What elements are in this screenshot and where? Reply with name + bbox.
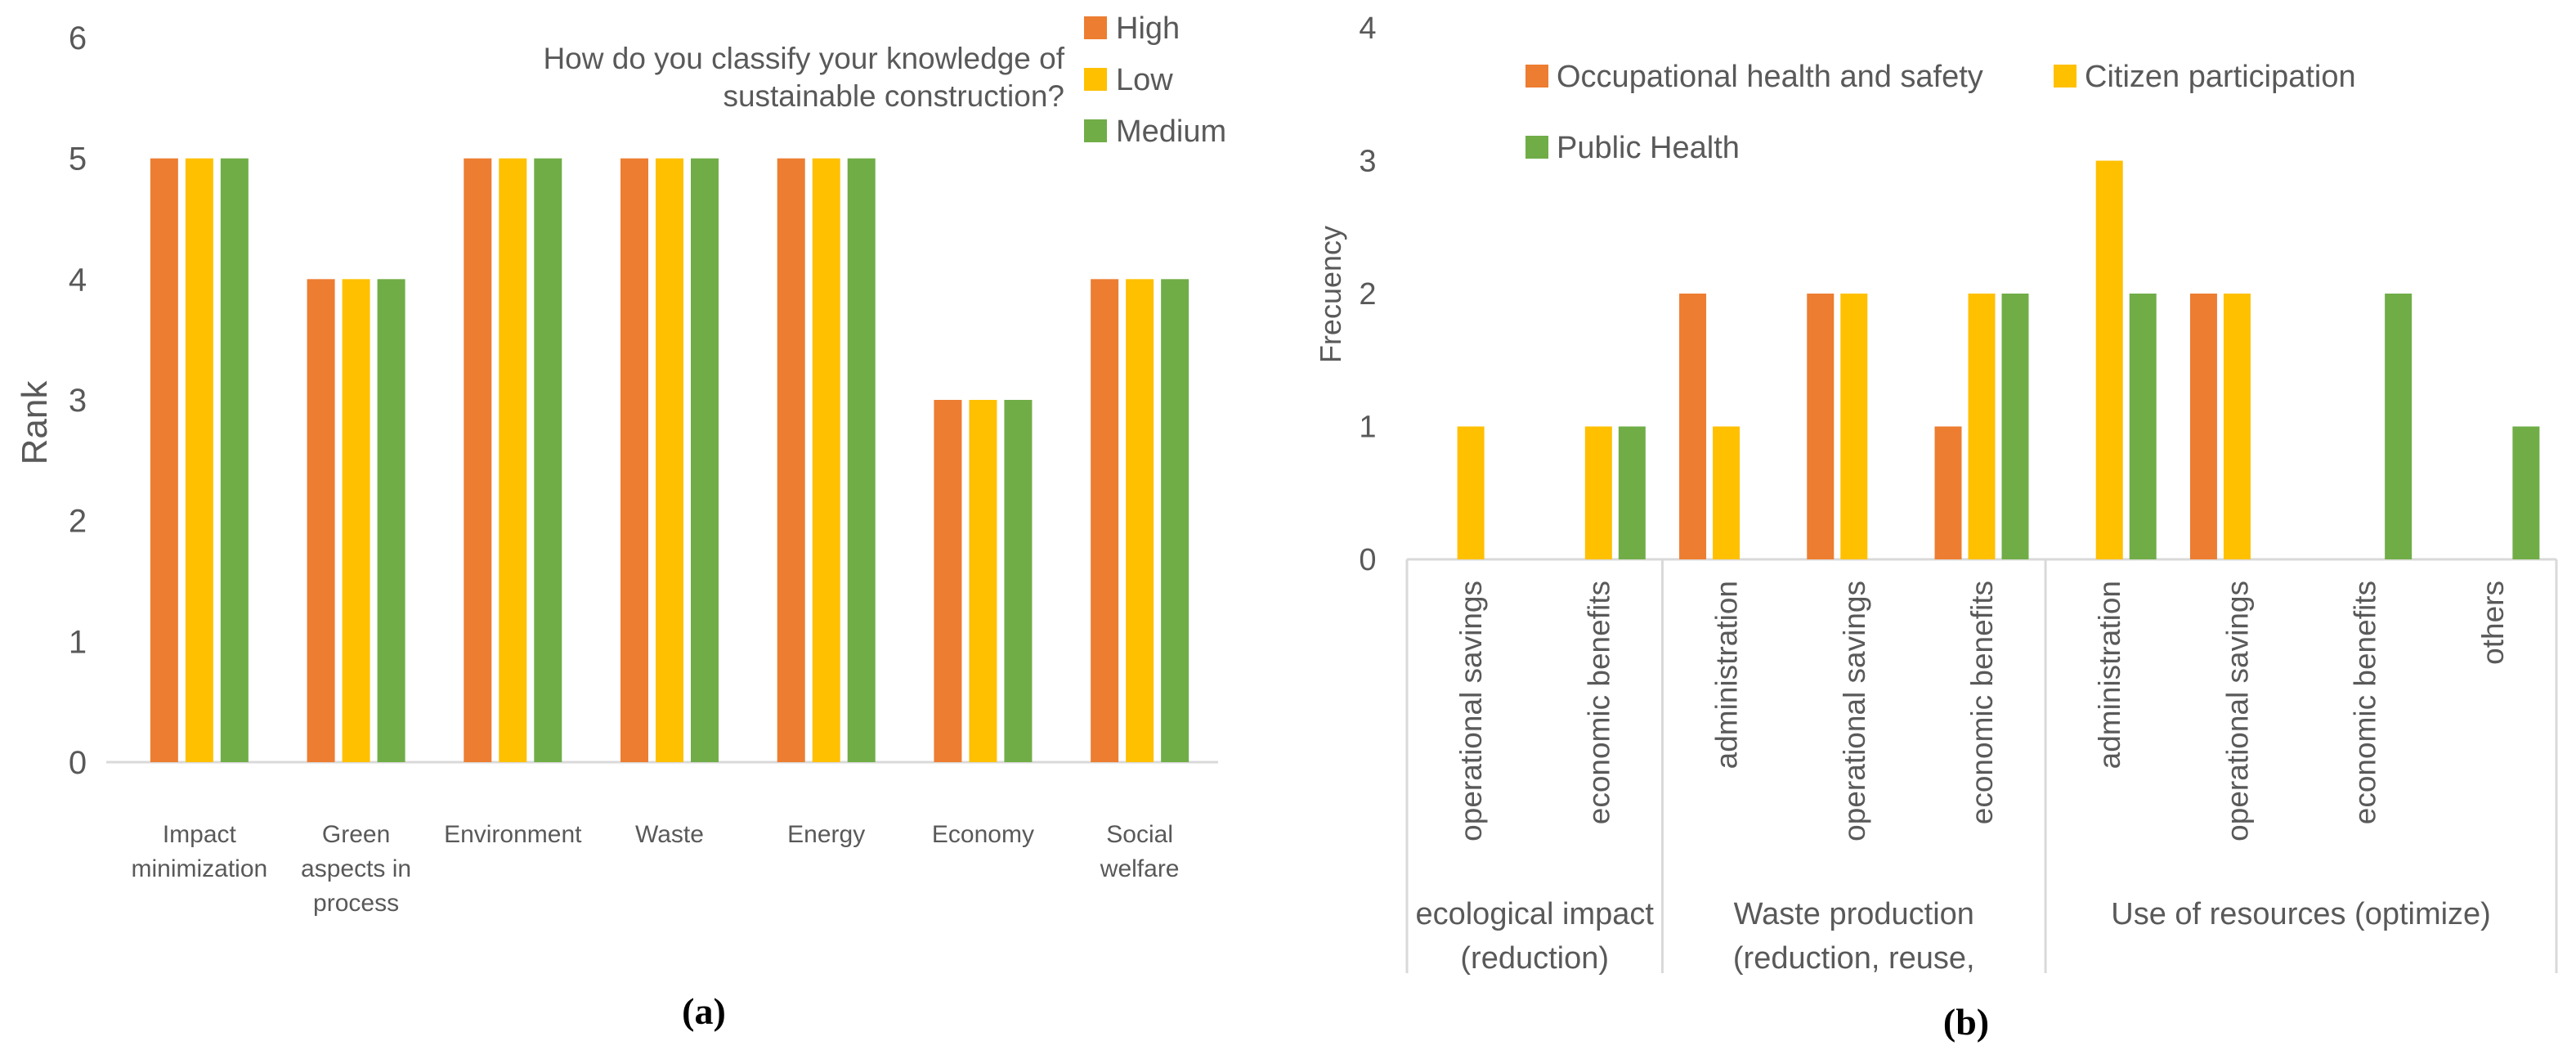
a-bar-high-6 [934,400,962,762]
b-bar-2-5 [2001,294,2029,559]
b-legend-label-1: Citizen participation [2085,60,2356,94]
a-xtick-label: Green [322,821,390,848]
b-bar-1-2 [1584,426,1612,559]
b-ytick-label: 4 [1359,11,1376,46]
a-bar-medium-6 [1004,400,1033,762]
a-xtick-label: process [313,890,399,917]
a-xtick-label: Energy [787,821,865,848]
a-xtick-label: minimization [131,855,267,882]
b-xtick-label: economic benefits [1965,581,1999,824]
a-xtick-label: Environment [444,821,582,848]
a-ytick-label: 6 [69,20,87,56]
a-bar-high-2 [307,279,335,762]
b-xtick-label: administration [2093,581,2126,769]
panel-label-b: (b) [1943,1001,1989,1043]
b-bar-2-2 [1618,426,1646,559]
a-xtick-label: Impact [163,821,237,848]
a-bar-low-5 [812,158,840,762]
a-legend-label-medium: Medium [1116,114,1226,149]
a-bar-medium-7 [1161,279,1189,762]
a-xtick-label: welfare [1100,855,1180,882]
b-bar-1-7 [2223,294,2251,559]
a-bar-low-3 [499,158,527,762]
b-bar-0-3 [1679,294,1707,559]
b-bar-0-7 [2189,294,2217,559]
a-xtick-label: Social [1106,821,1173,848]
a-ytick-label: 5 [69,141,87,177]
b-group-label: ecological impact [1415,897,1654,931]
a-ytick-label: 1 [69,624,87,660]
b-legend-swatch-0 [1525,65,1548,88]
a-xtick-label: aspects in [301,855,411,882]
a-bar-low-7 [1126,279,1154,762]
a-bar-low-6 [969,400,997,762]
b-bar-1-1 [1457,426,1485,559]
a-bar-medium-4 [691,158,719,762]
a-legend-label-low: Low [1116,63,1173,97]
b-legend-label-0: Occupational health and safety [1557,60,1983,94]
b-xtick-label: others [2476,581,2510,665]
b-ytick-label: 2 [1359,277,1376,312]
a-xtick-label: Economy [932,821,1034,848]
b-ytick-label: 3 [1359,145,1376,179]
b-group-label: (reduction) [1460,941,1609,976]
a-bar-low-2 [342,279,370,762]
b-bar-0-4 [1807,294,1835,559]
b-bar-1-4 [1840,294,1868,559]
b-xtick-label: operational savings [2220,581,2254,841]
a-legend-swatch-medium [1084,119,1107,142]
b-legend-swatch-2 [1525,136,1548,159]
a-bar-high-1 [150,158,178,762]
a-ytick-label: 3 [69,383,87,419]
a-bar-high-7 [1091,279,1119,762]
b-bar-1-3 [1713,426,1740,559]
a-title-line: sustainable construction? [723,79,1064,113]
b-bar-0-5 [1934,426,1962,559]
a-bar-low-4 [656,158,683,762]
a-legend-label-high: High [1116,11,1180,46]
a-ytick-label: 2 [69,504,87,540]
b-bar-2-6 [2129,294,2157,559]
b-ytick-label: 0 [1359,543,1376,577]
b-legend-swatch-1 [2054,65,2076,88]
a-legend-swatch-high [1084,16,1107,39]
b-ytick-label: 1 [1359,411,1376,445]
a-xtick-label: Waste [635,821,704,848]
b-legend-label-2: Public Health [1557,131,1740,165]
a-ylabel: Rank [15,380,55,465]
a-bar-high-5 [777,158,805,762]
b-xtick-label: administration [1710,581,1744,769]
b-group-label: Waste production [1734,897,1974,931]
a-bar-medium-1 [220,158,249,762]
b-xtick-label: operational savings [1838,581,1871,841]
a-bar-low-1 [185,158,213,762]
b-bar-1-5 [1968,294,1996,559]
a-ytick-label: 4 [69,262,87,298]
b-bar-1-6 [2095,160,2123,559]
a-bar-medium-5 [847,158,876,762]
a-bar-high-4 [620,158,648,762]
b-xtick-label: economic benefits [2349,581,2382,824]
b-xtick-label: operational savings [1454,581,1488,841]
a-legend-swatch-low [1084,68,1107,91]
b-bar-2-9 [2512,426,2540,559]
a-ytick-label: 0 [69,745,87,781]
a-bar-medium-3 [534,158,562,762]
a-bar-high-3 [464,158,492,762]
b-xtick-label: economic benefits [1582,581,1615,824]
b-group-label: Use of resources (optimize) [2111,897,2491,931]
b-ylabel: Frecuency [1314,226,1347,363]
panel-label-a: (a) [682,990,726,1032]
a-title-line: How do you classify your knowledge of [543,42,1064,75]
b-bar-2-8 [2385,294,2412,559]
b-group-label: (reduction, reuse, [1733,941,1975,976]
a-bar-medium-2 [377,279,405,762]
